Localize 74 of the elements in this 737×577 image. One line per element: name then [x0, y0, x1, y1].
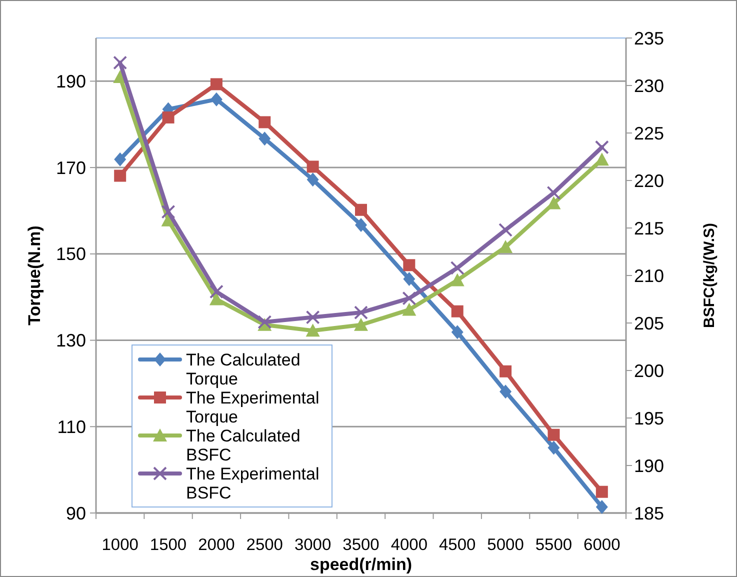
x-axis-title: speed(r/min): [310, 555, 412, 574]
y2-tick-label: 185: [634, 503, 664, 524]
point: [114, 152, 126, 166]
legend-label: The Experimental Torque: [186, 388, 320, 426]
point: [306, 324, 320, 337]
point: [210, 92, 222, 106]
y2-tick-label: 225: [634, 123, 664, 144]
point: [209, 284, 224, 299]
point: [306, 172, 319, 187]
point: [258, 116, 271, 128]
point: [548, 440, 560, 455]
point: [355, 218, 367, 232]
point: [596, 486, 608, 498]
point: [162, 111, 174, 124]
legend-label: The Experimental BSFC: [186, 464, 320, 502]
y2-tick-label: 220: [634, 170, 664, 191]
y-tick-label: 110: [57, 416, 86, 437]
x-tick-label: 1000: [102, 536, 138, 554]
point: [210, 78, 222, 90]
y2-tick-label: 190: [634, 456, 664, 476]
point: [451, 305, 464, 318]
y-tick-label: 90: [66, 503, 86, 524]
point: [306, 160, 319, 173]
point: [498, 222, 513, 237]
y-axis-title: Torque(N.m): [25, 226, 44, 326]
point: [450, 273, 464, 286]
y2-tick-label: 200: [634, 360, 664, 381]
point: [306, 310, 320, 324]
point: [594, 140, 609, 154]
x-tick-label: 5000: [487, 536, 524, 554]
point: [500, 384, 512, 399]
point: [354, 318, 368, 331]
x-tick-label: 1500: [150, 536, 187, 554]
y2-tick-label: 210: [634, 266, 664, 286]
point: [403, 272, 416, 286]
point: [500, 365, 512, 378]
x-tick-label: 2500: [246, 536, 283, 554]
y2-tick-label: 195: [634, 408, 664, 428]
y2-axis-title: BSFC(kg/(W.S): [701, 223, 718, 328]
x-tick-label: 3500: [342, 536, 380, 554]
y-tick-label: 190: [56, 71, 86, 92]
x-tick-label: 6000: [584, 536, 620, 554]
y-tick-label: 130: [56, 330, 86, 351]
y-tick-label: 170: [56, 158, 86, 178]
y2-tick-label: 215: [634, 218, 664, 238]
x-tick-label: 2000: [198, 536, 235, 554]
point: [402, 291, 416, 306]
x-tick-label: 3000: [294, 536, 332, 554]
y-tick-label: 150: [56, 244, 86, 264]
point: [546, 196, 561, 210]
point: [114, 170, 126, 182]
point: [402, 302, 416, 316]
x-tick-label: 4000: [390, 536, 428, 554]
point: [258, 315, 272, 330]
y2-tick-label: 235: [634, 28, 664, 48]
y2-tick-label: 230: [634, 76, 664, 96]
point: [113, 56, 128, 70]
point: [450, 260, 464, 275]
point: [354, 306, 368, 320]
point: [596, 500, 608, 514]
point: [209, 292, 224, 306]
x-tick-label: 5500: [535, 536, 572, 554]
point: [451, 325, 464, 340]
point: [546, 186, 561, 200]
point: [403, 259, 416, 272]
legend-label: The Calculated Torque: [186, 350, 300, 388]
point: [548, 428, 560, 441]
point: [498, 240, 513, 253]
point: [258, 132, 271, 146]
y2-tick-label: 205: [634, 313, 664, 334]
point: [161, 204, 176, 219]
legend-label: The Calculated BSFC: [186, 426, 300, 464]
point: [355, 204, 367, 216]
x-tick-label: 4500: [439, 536, 476, 554]
